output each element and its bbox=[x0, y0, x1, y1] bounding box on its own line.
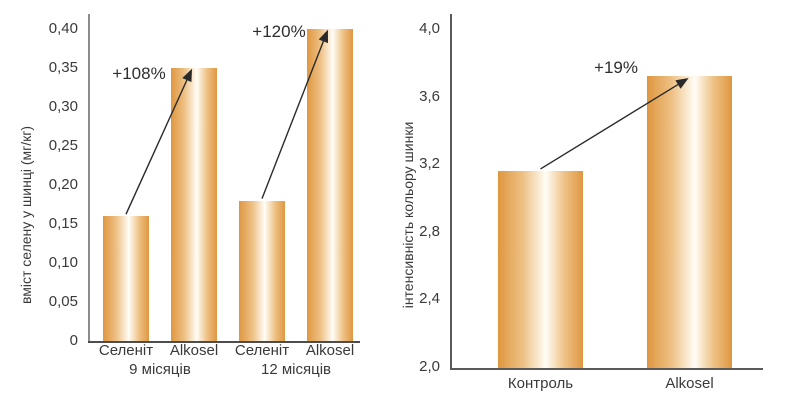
annotation-label: +108% bbox=[112, 64, 166, 83]
y-tick-label: 0,15 bbox=[48, 215, 78, 232]
bar-Селеніт bbox=[103, 216, 149, 341]
y-tick-label: 0,30 bbox=[48, 98, 78, 115]
y-tick-label: 0,05 bbox=[48, 293, 78, 310]
x-category-label: Селеніт bbox=[234, 342, 290, 359]
x-category-label: Контроль bbox=[507, 375, 574, 392]
y-tick-label: 0,20 bbox=[48, 176, 78, 193]
y-tick-label: 2,4 bbox=[419, 290, 440, 308]
x-category-label: Селеніт bbox=[98, 342, 154, 359]
y-tick-label: 0,25 bbox=[48, 137, 78, 154]
y-tick-label: 2,8 bbox=[419, 222, 440, 240]
y-tick-label: 0 bbox=[69, 332, 78, 349]
x-axis-line bbox=[450, 368, 763, 370]
y-tick-label: 0,10 bbox=[48, 254, 78, 271]
bar-Контроль bbox=[498, 170, 583, 368]
y-tick-label: 4,0 bbox=[419, 20, 440, 37]
x-axis-line bbox=[88, 341, 360, 343]
right-chart-color-intensity: інтенсивність кольору шинки 2,0 2,4 2,8 3,2… bbox=[400, 0, 800, 409]
y-tick-label: 3,6 bbox=[419, 87, 440, 105]
y-axis-line bbox=[450, 14, 452, 368]
y-axis-title: інтенсивність кольору шинки bbox=[400, 121, 416, 309]
y-tick-label: 0,35 bbox=[48, 59, 78, 76]
annotation-label: +19% bbox=[594, 58, 638, 77]
x-category-label: Alkosel bbox=[169, 342, 219, 359]
x-group-label: 12 місяців bbox=[260, 361, 331, 378]
bar-Alkosel bbox=[171, 68, 217, 341]
left-chart-selenium-content: вміст селену у шинці (мг/кг) 0 0,05 0,10 0,… bbox=[18, 14, 360, 378]
annotation-label: +120% bbox=[252, 22, 306, 41]
y-axis-line bbox=[88, 14, 90, 341]
y-tick-label: 3,2 bbox=[419, 155, 440, 173]
y-tick-label: 2,0 bbox=[419, 358, 440, 375]
x-group-label: 9 місяців bbox=[129, 361, 191, 378]
x-category-label: Alkosel bbox=[665, 375, 714, 392]
bar-Alkosel bbox=[647, 76, 732, 368]
bar-Alkosel bbox=[307, 29, 353, 341]
bar-Селеніт bbox=[239, 200, 285, 341]
x-category-label: Alkosel bbox=[305, 342, 355, 359]
y-tick-label: 0,40 bbox=[48, 20, 78, 37]
